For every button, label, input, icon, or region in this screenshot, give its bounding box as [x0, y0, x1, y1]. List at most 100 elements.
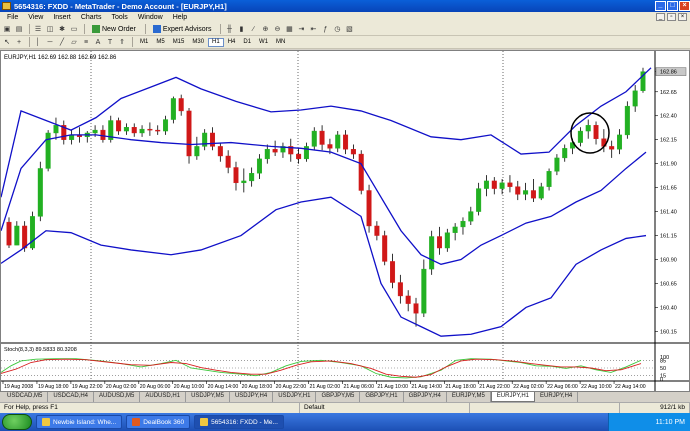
chart-tab-usdjpy-m5[interactable]: USDJPY,M5: [186, 392, 230, 402]
mdi-close-button[interactable]: ×: [678, 13, 687, 21]
taskbar-item-metatrader[interactable]: 5654316: FXDD - Me...: [194, 415, 284, 429]
timeframe-h4[interactable]: H4: [227, 38, 236, 45]
chart-tab-eurjpy-m5[interactable]: EURJPY,M5: [447, 392, 491, 402]
bollinger-middle-band: [1, 134, 647, 265]
maximize-button[interactable]: □: [667, 1, 678, 11]
chart-tab-usdjpy-h1[interactable]: USDJPY,H1: [273, 392, 317, 402]
menu-window[interactable]: Window: [137, 14, 163, 21]
candle-body: [429, 236, 435, 270]
new-chart-icon[interactable]: ▣: [3, 26, 11, 33]
menu-insert[interactable]: Insert: [53, 14, 71, 21]
candle-body: [202, 132, 208, 147]
channel-icon[interactable]: ▱: [71, 39, 77, 46]
window-title: 5654316: FXDD - MetaTrader - Demo Accoun…: [14, 1, 227, 11]
price-axis-label: 160.40: [660, 305, 677, 311]
autoscroll-icon[interactable]: ⇥: [298, 26, 305, 33]
current-price-label: 162.86: [660, 70, 677, 76]
indicator-axis-label: 50: [660, 366, 666, 372]
timeframe-h1[interactable]: H1: [208, 37, 224, 47]
chart-tab-gbpjpy-h1[interactable]: GBPJPY,H1: [360, 392, 404, 402]
terminal-icon[interactable]: ▭: [70, 26, 78, 33]
chart-tab-audusd-m5[interactable]: AUDUSD,M5: [94, 392, 141, 402]
market-watch-icon[interactable]: ☰: [34, 26, 42, 33]
timeframe-m30[interactable]: M30: [192, 38, 205, 45]
menu-tools[interactable]: Tools: [111, 14, 128, 21]
price-axis-label: 161.90: [660, 162, 677, 168]
price-chart[interactable]: EURJPY,H1 162.69 162.88 162.69 162.86 Sto…: [1, 51, 689, 391]
candle-body: [640, 71, 646, 91]
taskbar-item-dealbook[interactable]: DealBook 360: [126, 415, 191, 429]
chart-tab-usdjpy-h4[interactable]: USDJPY,H4: [230, 392, 274, 402]
candle-body: [225, 155, 231, 168]
candle: [617, 129, 623, 155]
arrow-icon[interactable]: ⇑: [119, 39, 125, 46]
tile-windows-icon[interactable]: ▦: [286, 26, 293, 33]
chart-shift-icon[interactable]: ⇤: [310, 26, 317, 33]
chart-tab-eurjpy-h1[interactable]: EURJPY,H1: [490, 392, 536, 402]
chart-tab-eurjpy-h4[interactable]: EURJPY,H4: [535, 392, 579, 402]
zoom-out-icon[interactable]: ⊖: [274, 26, 281, 33]
vertical-line-icon[interactable]: │: [35, 38, 41, 46]
candle: [460, 217, 466, 235]
menu-file[interactable]: File: [7, 14, 19, 21]
candle: [390, 253, 396, 289]
line-chart-icon[interactable]: ∕: [252, 25, 255, 33]
minimize-button[interactable]: _: [655, 1, 666, 11]
mdi-restore-button[interactable]: ▫: [667, 13, 676, 21]
timeframe-m1[interactable]: M1: [140, 38, 149, 45]
horizontal-line-icon[interactable]: ─: [47, 38, 53, 46]
timeframe-w1[interactable]: W1: [259, 38, 269, 45]
timeframe-mn[interactable]: MN: [276, 38, 286, 45]
candle: [444, 228, 450, 252]
new-order-button[interactable]: New Order: [88, 24, 140, 34]
timeframe-m5[interactable]: M5: [156, 38, 165, 45]
cursor-icon[interactable]: ↖: [4, 39, 10, 46]
candle-body: [515, 186, 521, 195]
data-window-icon[interactable]: ◫: [46, 26, 54, 33]
candle: [554, 154, 560, 176]
periods-icon[interactable]: ◷: [334, 26, 341, 33]
menu-help[interactable]: Help: [172, 14, 188, 21]
candle-body: [585, 125, 591, 132]
chart-tab-usdcad-h4[interactable]: USDCAD,H4: [48, 392, 95, 402]
candle: [280, 142, 286, 158]
expert-advisors-button[interactable]: Expert Advisors: [149, 24, 216, 34]
chart-tab-gbpjpy-m5[interactable]: GBPJPY,M5: [316, 392, 361, 402]
candle-body: [303, 146, 309, 160]
menu-view[interactable]: View: [28, 14, 44, 21]
close-button[interactable]: ×: [679, 1, 690, 11]
chart-tab-gbpjpy-h4[interactable]: GBPJPY,H4: [404, 392, 447, 402]
profiles-icon[interactable]: ▤: [15, 26, 23, 33]
candle-body: [296, 153, 302, 160]
indicators-icon[interactable]: ƒ: [323, 25, 328, 33]
taskbar-item-newbie-island[interactable]: Newbie Island: Whe...: [36, 415, 123, 429]
crosshair-icon[interactable]: +: [16, 38, 22, 46]
candle-body: [632, 90, 638, 107]
start-button[interactable]: [2, 414, 32, 430]
chart-tab-audusd-h1[interactable]: AUDUSD,H1: [140, 392, 187, 402]
label-icon[interactable]: T: [107, 38, 113, 46]
text-icon[interactable]: A: [95, 38, 101, 46]
trendline-icon[interactable]: ╱: [59, 39, 65, 46]
chart-tab-usdcad-m5[interactable]: USDCAD,M5: [2, 392, 49, 402]
toolbar-separator: [29, 37, 30, 47]
candle: [507, 175, 513, 193]
time-axis-label: 22 Aug 14:00: [615, 384, 646, 390]
templates-icon[interactable]: ▧: [346, 26, 353, 33]
menu-charts[interactable]: Charts: [80, 14, 102, 21]
mdi-minimize-button[interactable]: _: [656, 13, 665, 21]
candle-body: [29, 216, 35, 249]
fibonacci-icon[interactable]: ≡: [83, 38, 89, 46]
candle-body: [382, 235, 388, 262]
zoom-in-icon[interactable]: ⊕: [262, 26, 269, 33]
timeframe-m15[interactable]: M15: [172, 38, 185, 45]
timeframe-d1[interactable]: D1: [243, 38, 252, 45]
candle: [577, 127, 583, 147]
candlestick-icon[interactable]: ▮: [239, 26, 244, 33]
candle: [468, 206, 474, 226]
time-axis-label: 22 Aug 10:00: [581, 384, 612, 390]
chart-window[interactable]: EURJPY,H1 162.69 162.88 162.69 162.86 Sto…: [0, 50, 690, 392]
navigator-icon[interactable]: ✱: [59, 26, 65, 33]
candle-body: [530, 190, 536, 199]
bar-chart-icon[interactable]: ╫: [227, 25, 232, 33]
